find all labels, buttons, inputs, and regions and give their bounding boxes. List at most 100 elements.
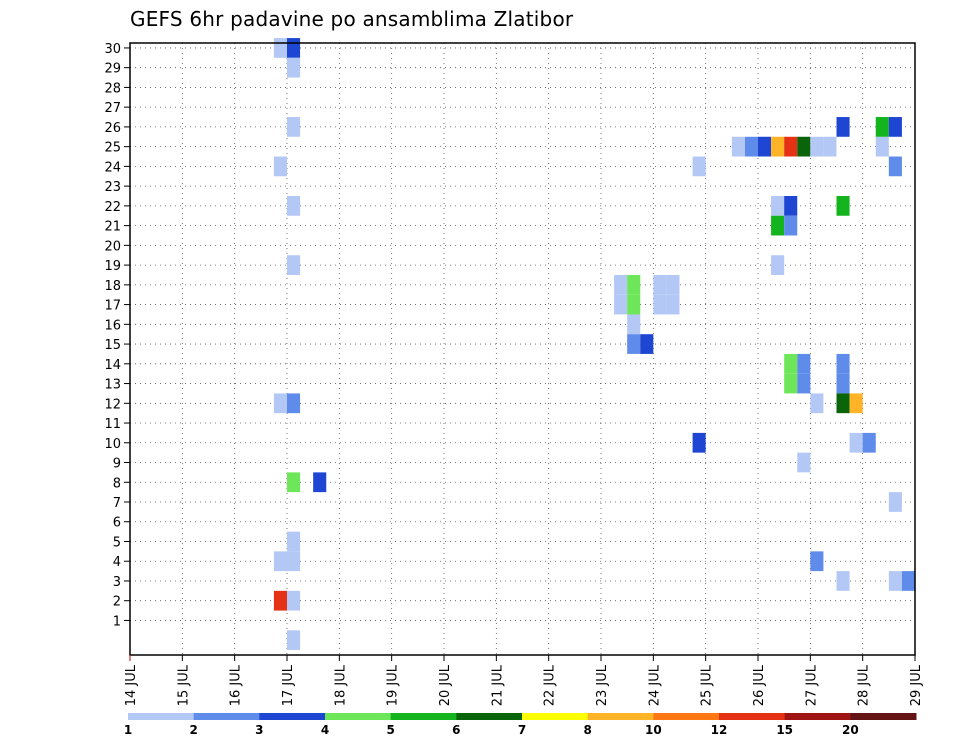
y-tick-label: 3: [113, 575, 121, 590]
colorbar-swatch: [456, 713, 523, 720]
colorbar-swatch: [653, 713, 720, 720]
precip-cell: [888, 156, 902, 177]
y-tick-label: 1: [113, 614, 121, 629]
precip-cell: [836, 353, 850, 374]
chart-title: GEFS 6hr padavine po ansamblima Zlatibor: [130, 7, 574, 31]
x-tick-label: 27 JUL: [804, 664, 819, 706]
colorbar-swatch: [259, 713, 326, 720]
colorbar: 1 2 3 4 5 6 7 8 10 12 15 20: [124, 713, 917, 737]
precip-cell: [784, 373, 798, 394]
x-tick-label: 14 JUL: [124, 664, 139, 706]
y-axis: 1234567891011121314151617181920212223242…: [104, 42, 130, 629]
precip-cell: [810, 136, 824, 157]
precip-cell: [692, 432, 706, 453]
colorbar-label: 4: [321, 723, 329, 737]
y-tick-label: 5: [113, 535, 121, 550]
colorbar-label: 15: [776, 723, 793, 737]
precip-cell: [797, 353, 811, 374]
precip-cell: [287, 255, 301, 275]
precip-cell: [771, 136, 785, 157]
x-tick-label: 26 JUL: [752, 664, 767, 706]
precip-cell: [836, 196, 850, 216]
y-tick-label: 29: [104, 62, 121, 77]
precip-cell: [810, 393, 824, 414]
y-tick-label: 28: [104, 81, 121, 96]
colorbar-swatch: [850, 713, 917, 720]
x-tick-label: 18 JUL: [333, 664, 348, 706]
y-tick-label: 13: [104, 378, 121, 393]
y-tick-label: 7: [113, 496, 121, 511]
precip-cell: [784, 353, 798, 374]
colorbar-swatch: [128, 713, 195, 720]
y-tick-label: 8: [113, 476, 121, 491]
y-tick-label: 6: [113, 516, 121, 531]
precip-cell: [771, 255, 785, 275]
y-tick-label: 24: [104, 160, 121, 175]
plot-frame: [129, 42, 916, 656]
y-tick-label: 25: [104, 141, 121, 156]
precip-cell: [287, 590, 301, 611]
x-tick-label: 19 JUL: [386, 664, 401, 706]
precip-cell: [287, 196, 301, 216]
colorbar-swatch: [390, 713, 457, 720]
y-tick-label: 2: [113, 595, 121, 610]
precip-cell: [784, 215, 798, 236]
precip-cell: [666, 294, 680, 315]
precip-cell: [849, 432, 863, 453]
x-tick-label: 24 JUL: [647, 664, 662, 706]
precip-cell: [784, 196, 798, 216]
precip-cell: [771, 196, 785, 216]
colorbar-label: 20: [842, 723, 859, 737]
grid: [129, 43, 916, 655]
precip-cell: [797, 373, 811, 394]
x-tick-label: 28 JUL: [857, 664, 872, 706]
y-tick-label: 4: [113, 555, 121, 570]
precip-cell: [627, 334, 641, 354]
precip-cell: [653, 294, 667, 315]
precip-cell: [849, 393, 863, 414]
precip-cell: [836, 393, 850, 414]
precip-cell: [836, 373, 850, 394]
precip-cell: [287, 630, 301, 651]
precip-cell: [614, 294, 628, 315]
precip-cell: [875, 117, 889, 137]
y-tick-label: 19: [104, 259, 121, 274]
precip-cell: [666, 274, 680, 295]
precip-cell: [692, 156, 706, 177]
precip-cell: [888, 117, 902, 137]
precip-cell: [313, 472, 327, 493]
precip-cell: [823, 136, 837, 157]
precip-cell: [273, 393, 287, 414]
precip-cell: [640, 334, 654, 354]
precip-cell: [273, 156, 287, 177]
colorbar-label: 6: [452, 723, 460, 737]
x-tick-label: 21 JUL: [490, 664, 505, 706]
precip-cell: [758, 136, 772, 157]
y-tick-label: 23: [104, 180, 121, 195]
y-tick-label: 9: [113, 457, 121, 472]
precip-cell: [653, 274, 667, 295]
precip-cell: [888, 571, 902, 591]
y-tick-label: 11: [104, 417, 121, 432]
precip-cell: [287, 57, 301, 78]
precip-cell: [797, 452, 811, 473]
colorbar-label: 1: [124, 723, 132, 737]
precip-cell: [862, 432, 876, 453]
colorbar-swatch: [587, 713, 654, 720]
precip-cell: [287, 472, 301, 493]
precip-cell: [273, 551, 287, 572]
precip-cell: [287, 38, 301, 58]
x-tick-label: 16 JUL: [229, 664, 244, 706]
precip-cell: [744, 136, 758, 157]
precip-cell: [836, 117, 850, 137]
x-tick-label: 23 JUL: [595, 664, 610, 706]
precip-cell: [888, 492, 902, 512]
colorbar-label: 10: [645, 723, 662, 737]
precip-cell: [771, 215, 785, 236]
y-tick-label: 26: [104, 121, 121, 136]
x-tick-label: 15 JUL: [176, 664, 191, 706]
precip-cell: [901, 571, 915, 591]
y-tick-label: 16: [104, 318, 121, 333]
